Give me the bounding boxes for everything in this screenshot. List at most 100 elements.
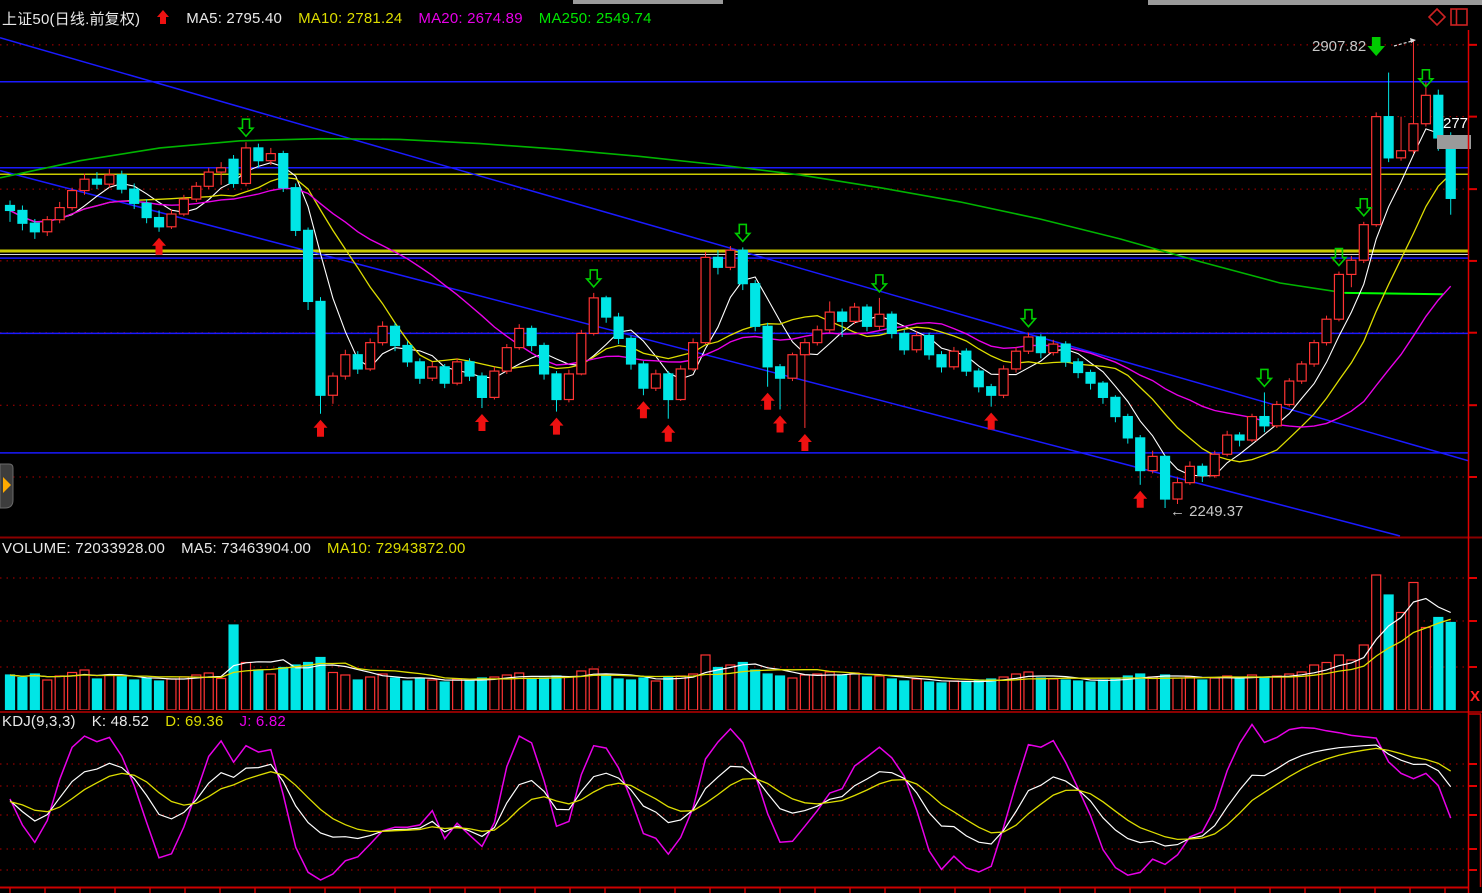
buy-signal-arrow-icon bbox=[984, 412, 999, 430]
candle-up bbox=[563, 373, 575, 401]
volume-bar-up bbox=[1358, 644, 1369, 710]
diamond-icon[interactable] bbox=[1427, 7, 1447, 27]
candle-up bbox=[1346, 259, 1357, 276]
candle-up bbox=[1222, 434, 1233, 455]
window-icon[interactable] bbox=[1450, 8, 1468, 26]
candle-down bbox=[526, 327, 537, 347]
volume-bar-down bbox=[762, 673, 773, 710]
volume-header: VOLUME: 72033928.00 MA5: 73463904.00 MA1… bbox=[2, 540, 466, 557]
up-arrow-icon bbox=[156, 9, 170, 29]
candle-up bbox=[365, 342, 376, 370]
candle-up bbox=[1147, 455, 1158, 472]
trend-line bbox=[0, 37, 1468, 462]
volume-bar-up bbox=[1271, 675, 1282, 710]
close-pane-button[interactable]: X bbox=[1470, 688, 1481, 705]
volume-bar-down bbox=[737, 661, 748, 710]
volume-bar-up bbox=[427, 679, 438, 710]
candle-down bbox=[973, 370, 984, 388]
kdj-k-value: K: 48.52 bbox=[91, 713, 150, 730]
volume-bar-up bbox=[489, 676, 500, 710]
volume-bar-up bbox=[1147, 676, 1158, 710]
buy-signal-arrow-icon bbox=[636, 401, 651, 419]
candle-up bbox=[1184, 465, 1196, 484]
sell-signal-arrow-icon bbox=[237, 118, 255, 138]
volume-bar-down bbox=[750, 669, 761, 710]
low-price-annotation: ← 2249.37 bbox=[1170, 503, 1244, 520]
candles bbox=[4, 40, 1456, 508]
candle-up bbox=[240, 147, 252, 185]
candle-up bbox=[1246, 415, 1258, 441]
volume-bar-up bbox=[1172, 677, 1183, 710]
volume-bar-up bbox=[178, 676, 189, 710]
candle-down bbox=[538, 344, 550, 375]
candle-up bbox=[1048, 343, 1059, 354]
sell-signal-arrow-icon bbox=[734, 223, 752, 243]
volume-bar-up bbox=[104, 674, 115, 710]
volume-bar-up bbox=[66, 671, 78, 710]
candle-up bbox=[824, 311, 835, 331]
volume-bar-up bbox=[1184, 676, 1196, 710]
candle-up bbox=[42, 219, 53, 233]
volume-bar-down bbox=[1060, 679, 1071, 710]
candle-down bbox=[464, 361, 475, 377]
volume-bar-down bbox=[141, 677, 152, 710]
candle-up bbox=[54, 207, 65, 221]
kdj-k-line bbox=[9, 744, 1452, 847]
candle-down bbox=[638, 363, 649, 389]
volume-bar-up bbox=[327, 671, 339, 710]
candle-down bbox=[1259, 415, 1270, 427]
candle-down bbox=[116, 174, 127, 190]
candle-up bbox=[650, 373, 661, 389]
candle-up bbox=[1395, 150, 1407, 159]
candle-up bbox=[787, 354, 798, 379]
candle-down bbox=[737, 249, 748, 285]
candle-down bbox=[141, 202, 152, 219]
candle-down bbox=[290, 187, 301, 231]
candle-up bbox=[1321, 318, 1332, 344]
candle-up bbox=[1420, 94, 1431, 125]
sidebar-expander-button[interactable] bbox=[0, 463, 14, 509]
volume-bar-down bbox=[526, 678, 537, 710]
candle-down bbox=[389, 325, 401, 347]
volume-bar-down bbox=[389, 677, 401, 710]
ma10-line bbox=[9, 173, 1452, 463]
volume-bar-up bbox=[1010, 673, 1022, 710]
candle-down bbox=[663, 373, 674, 401]
candle-up bbox=[1284, 380, 1295, 406]
candle-up bbox=[1271, 403, 1282, 427]
volume-bar-down bbox=[464, 680, 475, 710]
volume-bar-down bbox=[1110, 677, 1121, 710]
candle-down bbox=[936, 354, 947, 368]
candle-down bbox=[153, 216, 165, 228]
volume-bar-up bbox=[1284, 673, 1295, 710]
last-price-box bbox=[1437, 135, 1471, 149]
candle-down bbox=[1122, 415, 1133, 439]
volume-bar-up bbox=[240, 661, 252, 710]
candle-down bbox=[414, 361, 425, 379]
volume-bar-up bbox=[998, 676, 1009, 710]
candle-down bbox=[352, 354, 363, 370]
volume-bar-up bbox=[650, 680, 661, 710]
volume-bar-down bbox=[1135, 673, 1146, 710]
volume-bar-down bbox=[663, 676, 674, 710]
candle-up bbox=[191, 185, 202, 200]
volume-bar-down bbox=[1097, 679, 1109, 710]
volume-bar-down bbox=[439, 681, 450, 710]
candle-down bbox=[837, 311, 848, 322]
kdj-d-line bbox=[9, 747, 1452, 841]
candle-up bbox=[166, 213, 177, 228]
candle-up bbox=[588, 297, 599, 335]
candle-down bbox=[1097, 382, 1109, 398]
candle-up bbox=[849, 306, 860, 322]
buy-signal-arrow-icon bbox=[474, 414, 489, 432]
candle-down bbox=[861, 306, 873, 327]
volume-bar-down bbox=[29, 673, 40, 710]
candle-up bbox=[203, 171, 214, 187]
candle-down bbox=[476, 375, 488, 398]
volume-bar-up bbox=[675, 675, 686, 710]
volume-bar-up bbox=[1296, 671, 1307, 710]
candle-down bbox=[91, 178, 103, 185]
high-pointer-line bbox=[1393, 40, 1413, 47]
